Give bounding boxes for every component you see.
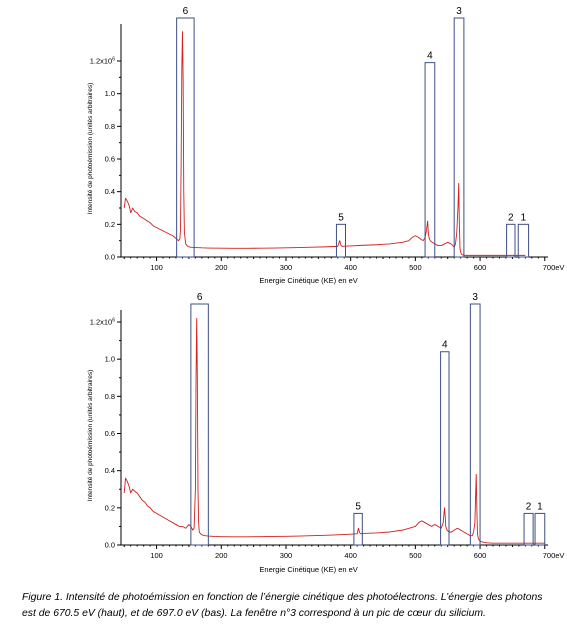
window-frame-3: [453, 17, 465, 258]
y-tick-label: 0.8: [105, 392, 115, 401]
y-tick-label: 0.4: [105, 466, 115, 475]
window-label-4: 4: [442, 340, 448, 351]
y-axis-title: Intensité de photoémission (unités arbit…: [87, 370, 94, 502]
x-tick-label: 200: [215, 551, 228, 560]
y-tick-label: 1.0: [105, 89, 115, 98]
y-tick-label: 0.6: [105, 429, 115, 438]
window-label-5: 5: [355, 501, 361, 512]
window-frame-4: [424, 62, 436, 258]
figure: 100 200 300 400 500 600 700eV 0.0 0.2 0.4 0.6 0.8 1.…: [87, 6, 564, 574]
x-tick-label: 500: [409, 263, 422, 272]
x-tick-label: 200: [215, 263, 228, 272]
window-label-3: 3: [456, 6, 462, 17]
window-frame-1: [517, 223, 530, 258]
x-end-label: 700eV: [543, 263, 565, 272]
window-label-6: 6: [197, 292, 203, 303]
y-tick-label: 0.2: [105, 503, 115, 512]
y-axis-title: Intensité de photoémission (unités arbit…: [87, 83, 94, 215]
window-label-6: 6: [183, 6, 189, 17]
chart-panel-bottom: 100 200 300 400 500 600 700eV 0.0 0.2 0.4 0.6 0.8 1.…: [87, 292, 564, 574]
y-tick-label: 0.4: [105, 187, 115, 196]
y-tick-label: 0.0: [105, 253, 115, 262]
window-frame-1: [534, 512, 546, 546]
window-label-2: 2: [508, 212, 514, 223]
x-tick-label: 300: [280, 551, 293, 560]
window-frame-3: [469, 303, 481, 546]
y-tick-label: 1.2x106: [90, 318, 116, 327]
window-frame-2: [506, 223, 516, 258]
y-tick-label: 1.0: [105, 355, 115, 364]
y-tick-label: 0.8: [105, 122, 115, 131]
x-tick-label: 100: [150, 551, 163, 560]
x-tick-label: 400: [344, 551, 357, 560]
window-frame-6: [190, 303, 209, 546]
x-axis-title: Energie Cinétique (KE) en eV: [259, 276, 357, 285]
y-tick-label: 0.2: [105, 220, 115, 229]
x-tick-label: 600: [474, 551, 487, 560]
x-end-label: 700eV: [543, 551, 565, 560]
window-frame-5: [353, 512, 363, 546]
x-tick-label: 500: [409, 551, 422, 560]
window-frame-4: [440, 351, 450, 546]
figure-caption: Figure 1. Intensité de photoémission en …: [22, 592, 543, 619]
y-tick-label: 1.2x106: [90, 57, 116, 66]
x-axis-title: Energie Cinétique (KE) en eV: [259, 565, 357, 574]
window-label-3: 3: [472, 292, 478, 303]
window-label-2: 2: [526, 501, 532, 512]
window-frame-5: [335, 223, 346, 258]
spectrum-line: [123, 31, 526, 256]
x-tick-label: 300: [280, 263, 293, 272]
x-tick-label: 100: [150, 263, 163, 272]
window-label-4: 4: [427, 51, 433, 62]
window-frame-6: [176, 17, 195, 258]
chart-panel-top: 100 200 300 400 500 600 700eV 0.0 0.2 0.4 0.6 0.8 1.…: [87, 6, 564, 285]
window-label-5: 5: [338, 212, 344, 223]
window-label-1: 1: [521, 212, 527, 223]
x-tick-label: 600: [474, 263, 487, 272]
y-tick-label: 0.6: [105, 155, 115, 164]
window-frame-2: [523, 512, 534, 546]
x-tick-label: 400: [344, 263, 357, 272]
spectrum-line: [123, 317, 545, 544]
y-tick-label: 0.0: [105, 541, 115, 550]
window-label-1: 1: [537, 501, 543, 512]
